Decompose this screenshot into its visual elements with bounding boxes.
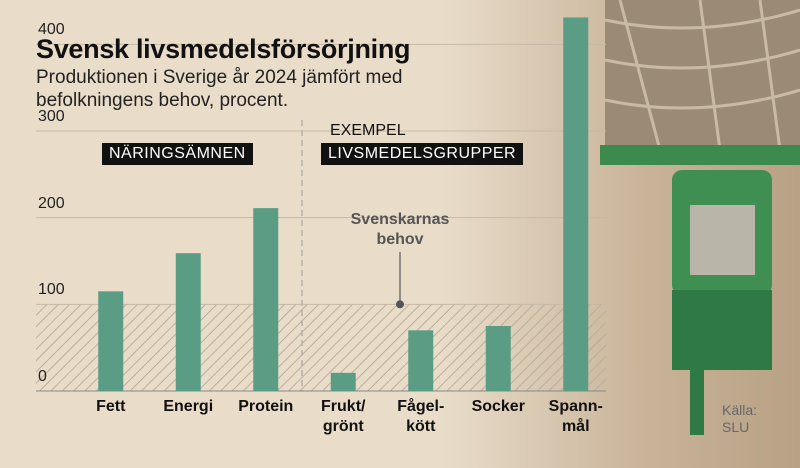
- x-tick-label: Fett: [96, 398, 126, 415]
- group-label: NÄRINGSÄMNEN: [102, 143, 253, 165]
- bar: [98, 291, 124, 391]
- bar: [563, 17, 589, 391]
- y-tick-label: 200: [38, 194, 65, 212]
- x-tick-label: Spann- mål: [548, 398, 603, 435]
- annotation-dot: [396, 300, 404, 309]
- group-label: LIVSMEDELSGRUPPER: [321, 143, 524, 165]
- x-tick-label: Frukt/ grönt: [321, 398, 366, 435]
- x-tick-label: Protein: [238, 398, 294, 415]
- source: Källa: SLU: [722, 402, 758, 435]
- bar: [253, 208, 279, 391]
- x-tick-label: Fågel- kött: [397, 398, 445, 435]
- bar: [330, 372, 356, 391]
- photo: [600, 0, 800, 435]
- annotation: Svenskarnas behov: [350, 211, 450, 248]
- group-note: EXEMPEL: [330, 122, 406, 139]
- chart-subtitle: Produktionen i Sverige år 2024 jämfört m…: [36, 67, 403, 111]
- bar: [175, 253, 201, 391]
- x-tick-label: Socker: [471, 398, 525, 415]
- y-tick-label: 0: [38, 368, 47, 385]
- need-band: [36, 304, 606, 391]
- bar: [485, 326, 511, 391]
- x-tick-label: Energi: [163, 398, 214, 415]
- y-tick-label: 400: [38, 21, 65, 39]
- y-tick-label: 100: [38, 281, 65, 299]
- y-tick-label: 300: [38, 108, 65, 125]
- bar: [408, 330, 434, 391]
- chart-title: Svensk livsmedelsförsörjning: [36, 34, 411, 64]
